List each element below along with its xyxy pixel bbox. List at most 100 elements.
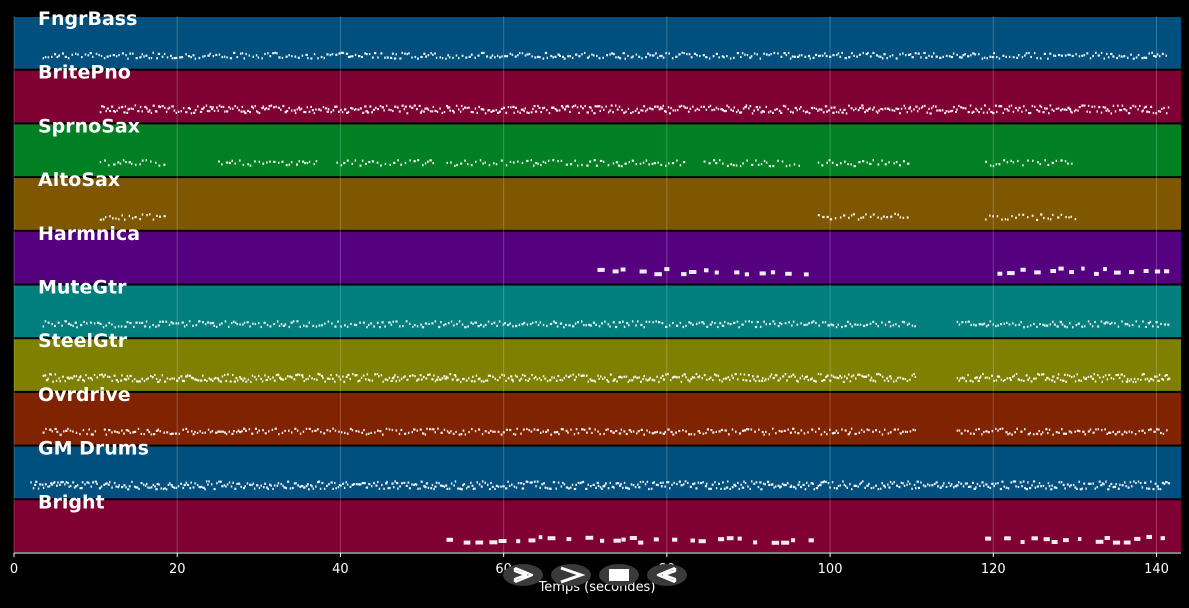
note — [185, 375, 188, 378]
note — [258, 322, 260, 325]
note — [870, 487, 873, 490]
note — [471, 484, 474, 487]
note — [991, 482, 994, 485]
note — [207, 54, 210, 57]
note — [216, 377, 220, 380]
note — [1109, 322, 1112, 326]
note — [826, 215, 829, 219]
note — [417, 487, 419, 490]
note — [180, 110, 182, 113]
note — [1074, 486, 1077, 489]
note — [999, 427, 1002, 431]
note — [800, 485, 802, 489]
note — [323, 432, 326, 435]
note — [1027, 433, 1030, 436]
note — [59, 483, 61, 486]
note — [400, 377, 403, 380]
note — [982, 372, 984, 376]
note — [708, 57, 711, 60]
note — [759, 106, 761, 109]
note — [701, 377, 703, 380]
note — [1141, 486, 1144, 489]
note — [526, 111, 528, 114]
note — [319, 487, 322, 490]
note — [725, 486, 729, 489]
note — [89, 52, 92, 55]
forward-button[interactable] — [551, 564, 591, 586]
note — [313, 378, 316, 381]
note — [915, 105, 918, 108]
note — [1105, 109, 1108, 112]
note — [1027, 481, 1029, 484]
note — [416, 429, 418, 432]
note — [1152, 111, 1155, 115]
note — [183, 483, 186, 487]
rewind-button[interactable] — [647, 564, 687, 586]
note — [205, 104, 208, 107]
note — [784, 322, 787, 325]
note — [240, 110, 243, 113]
note — [715, 162, 718, 165]
note — [295, 374, 298, 377]
note — [445, 375, 448, 378]
note — [569, 374, 572, 377]
note — [155, 325, 157, 328]
note — [131, 380, 134, 383]
note — [182, 428, 184, 431]
note — [447, 322, 450, 325]
note — [357, 483, 360, 486]
note — [1165, 54, 1167, 57]
note — [806, 481, 808, 484]
note — [171, 377, 173, 380]
note — [393, 57, 397, 60]
note — [47, 485, 49, 488]
note — [1092, 54, 1094, 58]
note — [282, 378, 284, 381]
note — [449, 109, 451, 112]
note — [186, 483, 190, 487]
note — [528, 429, 530, 432]
note — [198, 485, 201, 489]
note — [190, 481, 192, 484]
note — [229, 161, 231, 165]
note — [938, 109, 940, 112]
note — [765, 105, 767, 108]
note — [899, 53, 901, 56]
note — [383, 487, 385, 490]
note — [898, 325, 900, 328]
note — [985, 536, 992, 541]
note — [574, 159, 576, 162]
note — [573, 487, 577, 491]
note — [57, 481, 59, 484]
play-button[interactable] — [503, 564, 543, 586]
note — [835, 429, 838, 432]
note — [761, 430, 764, 434]
note — [376, 372, 379, 376]
note — [502, 431, 505, 434]
note — [726, 164, 729, 167]
note — [723, 110, 725, 113]
note — [440, 431, 443, 434]
note — [342, 482, 345, 485]
note — [1038, 430, 1040, 433]
note — [1158, 428, 1160, 431]
note — [913, 108, 915, 111]
note — [127, 108, 130, 111]
note — [789, 485, 792, 488]
note — [139, 56, 142, 59]
note — [607, 487, 610, 490]
note — [667, 106, 670, 109]
note — [154, 373, 156, 377]
note — [135, 321, 138, 324]
note — [887, 432, 890, 435]
note — [895, 160, 898, 164]
note — [640, 380, 642, 383]
note — [532, 321, 534, 324]
note — [1097, 374, 1099, 377]
note — [1045, 487, 1047, 490]
note — [311, 109, 314, 112]
stop-button[interactable] — [599, 564, 639, 586]
note — [355, 430, 358, 433]
note — [654, 272, 662, 277]
note — [498, 539, 507, 543]
